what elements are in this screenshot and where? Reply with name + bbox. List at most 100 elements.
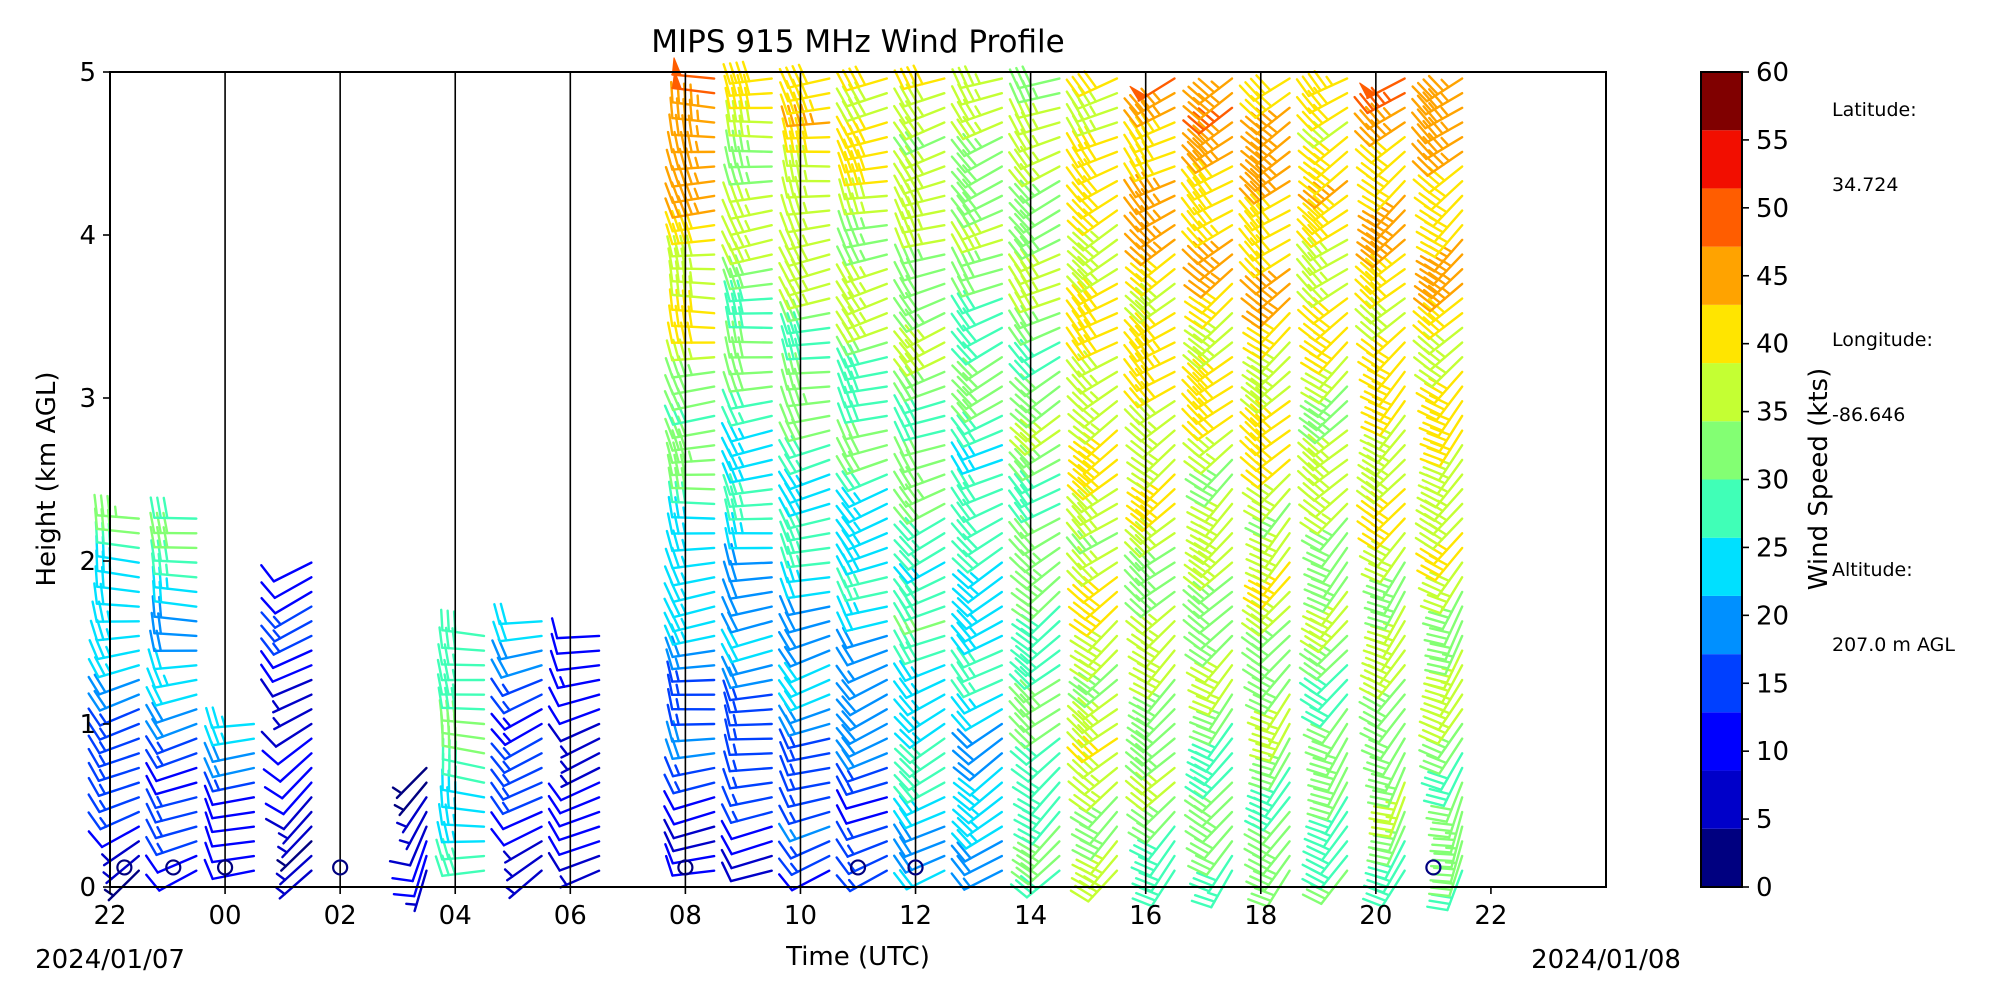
wind-barb xyxy=(893,516,946,542)
wind-barb xyxy=(720,803,773,824)
wind-barb xyxy=(1008,444,1061,469)
wind-barb xyxy=(952,796,1004,825)
wind-barb xyxy=(950,178,1004,203)
wind-barb xyxy=(490,677,543,697)
wind-barb xyxy=(721,666,773,690)
wind-barb xyxy=(668,259,716,286)
wind-barb xyxy=(835,838,888,858)
wind-barb xyxy=(1296,220,1349,248)
wind-barb xyxy=(1418,400,1464,438)
wind-barb xyxy=(779,90,831,116)
wind-barb xyxy=(950,840,1004,863)
wind-barb xyxy=(493,602,543,626)
colorbar-label: Wind Speed (kts) xyxy=(1804,368,1834,590)
wind-barb xyxy=(1066,751,1119,780)
wind-barb xyxy=(277,810,313,845)
wind-barb xyxy=(835,678,888,701)
wind-barb xyxy=(1297,473,1349,502)
wind-barb xyxy=(836,136,888,162)
wind-barb xyxy=(951,605,1004,631)
wind-barb xyxy=(502,840,543,864)
wind-barb xyxy=(260,620,313,643)
colorbar-segment xyxy=(1701,188,1742,247)
y-tick-label: 1 xyxy=(79,710,96,740)
wind-barb xyxy=(779,519,831,542)
wind-barb xyxy=(952,766,1004,797)
wind-barb xyxy=(1422,766,1464,808)
wind-barb xyxy=(264,781,313,816)
wind-barb xyxy=(1248,708,1291,748)
wind-barb xyxy=(663,805,716,826)
wind-barb xyxy=(950,132,1004,158)
wind-barb xyxy=(1131,854,1176,893)
wind-barb xyxy=(952,781,1004,811)
wind-barb xyxy=(722,679,773,702)
wind-barb xyxy=(782,130,831,154)
wind-barb xyxy=(145,748,198,769)
wind-barb xyxy=(778,804,831,826)
wind-barb xyxy=(950,620,1004,643)
wind-barb xyxy=(1008,222,1061,248)
wind-barb xyxy=(88,637,140,661)
wind-barb xyxy=(950,661,1004,683)
wind-barb xyxy=(547,807,601,828)
wind-barb xyxy=(725,99,773,124)
wind-barb xyxy=(392,854,428,898)
wind-barb xyxy=(1296,267,1349,292)
wind-barb xyxy=(547,821,601,842)
wind-barb xyxy=(777,689,831,712)
wind-barb xyxy=(147,647,198,671)
wind-barb xyxy=(664,635,716,659)
wind-barb xyxy=(1297,312,1349,342)
wind-barb xyxy=(1181,397,1234,425)
wind-barb xyxy=(777,854,831,877)
wind-barb xyxy=(1187,840,1234,877)
wind-barb xyxy=(779,741,831,763)
wind-barb xyxy=(490,752,543,774)
wind-barb xyxy=(547,705,601,726)
wind-barb xyxy=(393,781,428,817)
wind-barb xyxy=(1184,458,1234,492)
wind-barb xyxy=(836,565,888,589)
wind-barb xyxy=(1009,649,1061,678)
wind-barb xyxy=(1008,531,1061,556)
wind-barb xyxy=(835,467,888,493)
wind-barb xyxy=(1238,250,1291,279)
wind-barb xyxy=(263,766,313,800)
x-tick-label: 14 xyxy=(1014,901,1047,931)
wind-barb xyxy=(204,841,256,864)
wind-barb xyxy=(1238,234,1291,262)
calm-markers xyxy=(116,859,1442,876)
wind-barb xyxy=(271,693,313,714)
colorbar-tick-label: 20 xyxy=(1756,601,1789,631)
wind-barb xyxy=(724,512,773,535)
wind-barb xyxy=(777,840,831,860)
wind-barb xyxy=(836,344,888,369)
wind-barb xyxy=(1411,132,1464,161)
wind-barb xyxy=(1067,766,1119,796)
x-tick-label: 02 xyxy=(324,901,357,931)
wind-barb xyxy=(1411,74,1464,103)
colorbar-segment xyxy=(1701,537,1742,596)
wind-barb xyxy=(723,485,773,508)
wind-barb xyxy=(1181,382,1234,410)
wind-barb xyxy=(777,661,831,684)
wind-barb xyxy=(666,660,716,683)
wind-barb xyxy=(777,676,831,699)
wind-barb xyxy=(721,461,773,484)
wind-barb xyxy=(1008,145,1061,171)
wind-barb xyxy=(667,480,716,506)
wind-barb xyxy=(1185,473,1234,508)
wind-barb xyxy=(1066,385,1119,412)
wind-barb xyxy=(663,831,716,853)
colorbar-tick-label: 15 xyxy=(1756,669,1789,699)
wind-barb xyxy=(1295,251,1349,276)
wind-barb xyxy=(203,757,256,779)
wind-barb xyxy=(87,734,140,755)
wind-barb xyxy=(1065,175,1119,203)
wind-barb xyxy=(1429,840,1464,884)
wind-barb xyxy=(835,433,888,458)
wind-barb xyxy=(950,498,1004,524)
wind-barb xyxy=(838,176,888,201)
wind-barb xyxy=(1008,194,1061,220)
